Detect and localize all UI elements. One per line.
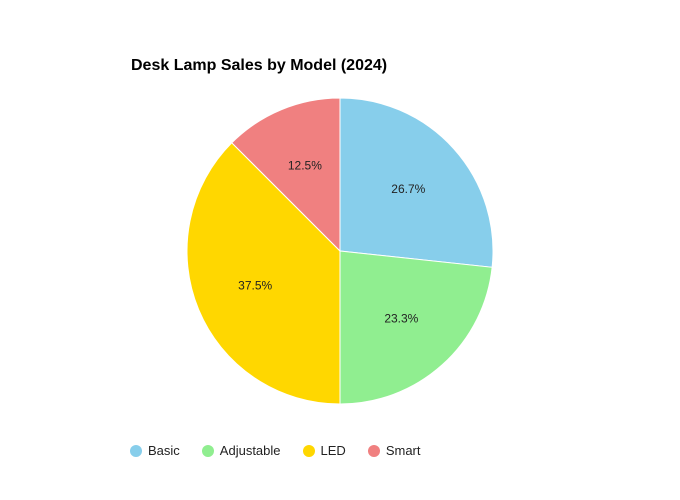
slice-label-basic: 26.7% xyxy=(391,182,425,196)
chart-title: Desk Lamp Sales by Model (2024) xyxy=(131,57,388,74)
legend-label-led: LED xyxy=(320,443,346,458)
pie-slice-led[interactable] xyxy=(186,142,341,405)
legend-swatch-adjustable xyxy=(201,444,214,457)
legend: Basic Adjustable LED Smart xyxy=(130,443,420,458)
pie-slice-smart[interactable] xyxy=(231,97,341,253)
legend-label-basic: Basic xyxy=(148,443,180,458)
slice-label-smart: 12.5% xyxy=(288,158,322,172)
legend-label-adjustable: Adjustable xyxy=(219,443,281,458)
pie-slice-adjustable[interactable] xyxy=(339,250,493,405)
legend-swatch-smart xyxy=(367,444,380,457)
legend-item-adjustable[interactable]: Adjustable xyxy=(201,443,281,458)
legend-swatch-led xyxy=(302,444,315,457)
slice-label-led: 37.5% xyxy=(238,278,272,292)
legend-item-smart[interactable]: Smart xyxy=(367,443,421,458)
legend-label-smart: Smart xyxy=(385,443,421,458)
legend-swatch-basic xyxy=(130,444,142,457)
legend-item-led[interactable]: LED xyxy=(302,443,346,458)
legend-item-basic[interactable]: Basic xyxy=(130,443,180,458)
pie-slice-basic[interactable] xyxy=(339,97,494,268)
slice-label-adjustable: 23.3% xyxy=(384,311,418,325)
